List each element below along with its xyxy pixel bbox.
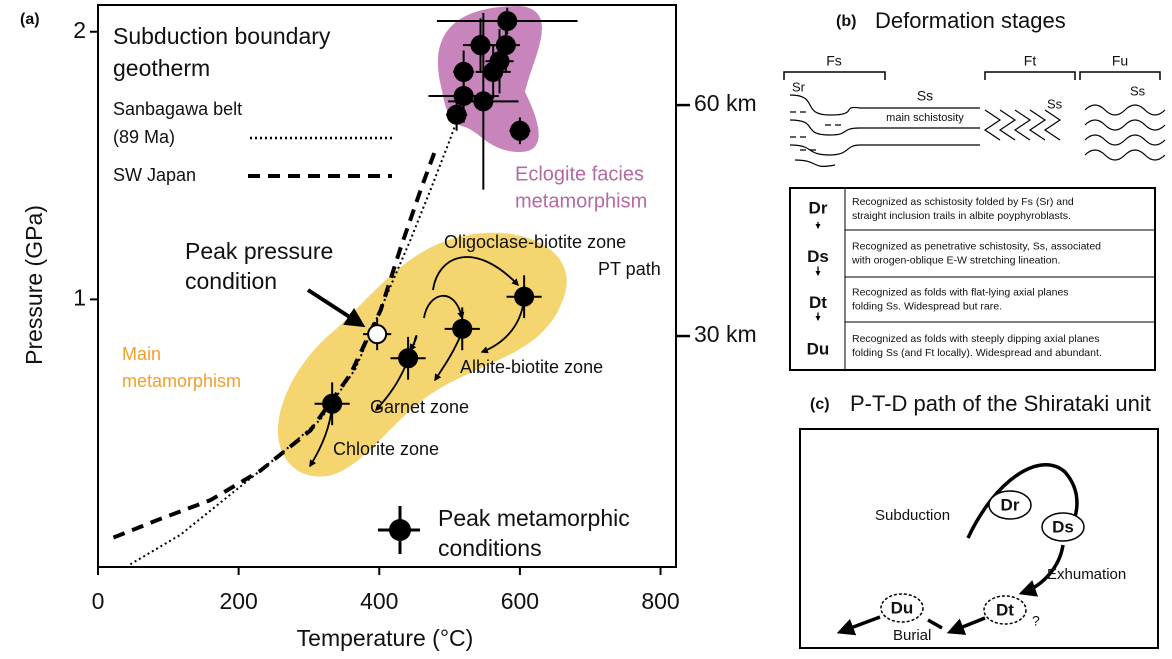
data-point xyxy=(514,286,535,307)
data-point xyxy=(398,348,419,369)
legend-marker xyxy=(378,506,420,554)
x-tick-label: 600 xyxy=(501,588,539,614)
geotherm-line xyxy=(129,98,466,566)
y-tick-label: 1 xyxy=(73,284,86,310)
fold-label: Fs xyxy=(826,53,842,69)
annotation: Main xyxy=(122,344,161,364)
stage-label: Dt xyxy=(809,293,827,312)
fabric-label: Sr xyxy=(792,79,806,94)
y2-tick-label: 30 km xyxy=(694,321,757,347)
stage-node xyxy=(880,593,924,623)
burial-arrow xyxy=(836,615,881,636)
fabric-label: Ss xyxy=(1130,83,1146,98)
geotherm-title: Subduction boundary xyxy=(113,23,331,49)
fold-brackets xyxy=(783,71,1161,80)
panel-label: (c) xyxy=(810,396,830,413)
annotation: Eclogite facies xyxy=(515,163,644,185)
stage-label: Du xyxy=(891,598,914,617)
stage-description: with orogen-oblique E-W stretching linea… xyxy=(851,254,1060,266)
annotation: condition xyxy=(185,268,277,294)
burial-arrow xyxy=(946,616,986,635)
stage-label: Dr xyxy=(809,198,828,217)
x-tick-label: 200 xyxy=(219,588,257,614)
y-axis-label: Pressure (GPa) xyxy=(21,205,47,365)
burial-dash xyxy=(927,618,943,630)
panel-label: (a) xyxy=(20,11,40,28)
panel-c-box xyxy=(799,428,1159,649)
y-tick-label: 2 xyxy=(73,17,86,43)
path-label: Exhumation xyxy=(1047,566,1126,583)
annotation: metamorphism xyxy=(515,190,647,212)
data-point xyxy=(452,318,473,339)
stage-node xyxy=(983,595,1027,625)
path-label: ? xyxy=(1032,613,1040,629)
stage-label: Ds xyxy=(1052,517,1074,536)
legend-label: conditions xyxy=(438,535,542,561)
data-point xyxy=(367,324,388,345)
pt-arrow xyxy=(423,294,465,320)
stage-description: Recognized as folds with steeply dipping… xyxy=(852,333,1099,345)
data-point xyxy=(497,11,518,32)
stage-label: Dt xyxy=(996,600,1014,619)
fold-label: Fu xyxy=(1112,53,1128,69)
pt-arrow xyxy=(432,256,519,291)
stage-label: Ds xyxy=(807,247,829,266)
annotation: Peak pressure xyxy=(185,238,333,264)
data-point xyxy=(446,104,467,125)
stage-label: Du xyxy=(807,339,830,358)
legend-label: (89 Ma) xyxy=(113,127,175,147)
panel-title: Deformation stages xyxy=(875,8,1066,33)
fabric-label: Ss xyxy=(1047,96,1063,111)
fold-label: Ft xyxy=(1024,53,1037,69)
fabric-label: Ss xyxy=(917,88,933,104)
stage-description: Recognized as folds with flat-lying axia… xyxy=(852,286,1069,298)
y2-tick-label: 60 km xyxy=(694,90,757,116)
panel-label: (b) xyxy=(836,13,856,30)
annotation: Oligoclase-biotite zone xyxy=(444,232,626,252)
legend-label: Sanbagawa belt xyxy=(113,99,242,119)
stage-description: Recognized as schistosity folded by Fs (… xyxy=(852,196,1074,208)
legend-label: SW Japan xyxy=(113,165,196,185)
stage-description: straight inclusion trails in albite poyp… xyxy=(852,210,1071,222)
stage-table: Dr Recognized as schistosity folded by Fs… xyxy=(789,187,1156,371)
legend-label: Peak metamorphic xyxy=(438,505,630,531)
stage-label: Dr xyxy=(1001,495,1020,514)
fabric-label: main schistosity xyxy=(886,112,964,124)
pt-arrow xyxy=(480,299,525,354)
path-label: Burial xyxy=(893,627,931,644)
peak-pressure-arrow xyxy=(306,288,366,328)
data-point xyxy=(509,120,530,141)
main-metamorphism-region xyxy=(277,232,567,477)
annotation: Garnet zone xyxy=(370,397,469,417)
geotherm-title: geotherm xyxy=(113,55,210,81)
annotation: metamorphism xyxy=(122,371,241,391)
x-tick-label: 400 xyxy=(360,588,398,614)
x-tick-label: 800 xyxy=(641,588,679,614)
plot-frame xyxy=(97,4,677,568)
stage-node xyxy=(1041,512,1085,542)
annotation: PT path xyxy=(598,259,661,279)
data-point xyxy=(473,91,494,112)
path-label: Subduction xyxy=(875,507,950,524)
x-tick-label: 0 xyxy=(92,588,105,614)
data-point xyxy=(483,61,504,82)
plot-a: 0 200 400 600 800 1 2 30 km 60 km xyxy=(73,4,757,614)
annotation: Chlorite zone xyxy=(333,439,439,459)
panel-title: P-T-D path of the Shirataki unit xyxy=(850,391,1151,416)
stage-description: folding Ss (and Ft locally). Widespread … xyxy=(852,347,1102,359)
stage-node xyxy=(988,490,1032,520)
path-curve xyxy=(1018,544,1065,597)
x-axis-label: Temperature (°C) xyxy=(297,625,474,651)
annotation: Albite-biotite zone xyxy=(460,357,603,377)
data-point xyxy=(322,393,343,414)
pt-arrow xyxy=(409,335,418,352)
stage-description: folding Ss. Widespread but rare. xyxy=(852,300,1002,312)
data-point xyxy=(470,35,491,56)
stage-description: Recognized as penetrative schistosity, S… xyxy=(852,240,1101,252)
fabric-sketch xyxy=(789,94,1166,167)
